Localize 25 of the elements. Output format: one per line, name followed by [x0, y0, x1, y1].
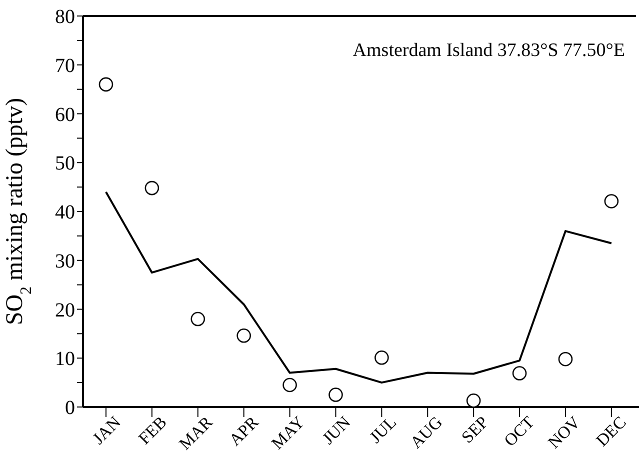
y-tick-label: 50 [55, 152, 75, 175]
y-tick-label: 40 [55, 202, 75, 224]
point [98, 77, 114, 92]
y-tick-label: 20 [55, 299, 75, 322]
y-tick-label: 80 [55, 6, 75, 28]
y-tick-label: 30 [55, 250, 75, 272]
point [282, 378, 297, 392]
y-tick-label: 10 [55, 348, 75, 370]
point [512, 366, 527, 380]
y-tick-label: 70 [55, 54, 75, 77]
line-series [104, 190, 612, 384]
point [328, 388, 343, 402]
y-tick-label: 60 [55, 104, 75, 126]
point [374, 350, 389, 365]
x-tick-label: FEB [134, 412, 170, 448]
point [144, 180, 160, 196]
point [190, 312, 206, 326]
x-tick-label: JUL [366, 412, 400, 447]
y-tick-label: 0 [65, 397, 75, 420]
point [236, 328, 251, 343]
annotation: Amsterdam Island 37.83°S 77.50°E [352, 40, 625, 62]
point [604, 194, 619, 208]
point [558, 352, 573, 366]
x-tick-label: SEP [458, 412, 492, 447]
point [466, 393, 481, 407]
